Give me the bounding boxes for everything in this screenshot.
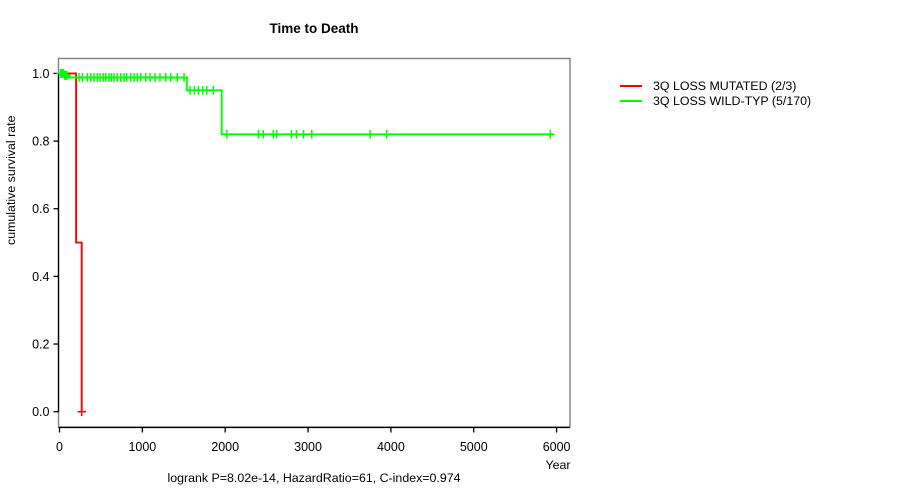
legend-label-wild-typ: 3Q LOSS WILD-TYP (5/170) [653, 93, 812, 108]
x-tick-label: 1000 [128, 440, 156, 454]
survival-curve-mutated [59, 72, 83, 412]
y-tick-label: 0.6 [32, 202, 49, 216]
y-tick-label: 1.0 [32, 67, 49, 81]
survival-curve-wild-typ [59, 72, 553, 136]
legend: 3Q LOSS MUTATED (2/3) 3Q LOSS WILD-TYP (… [620, 79, 811, 108]
y-tick-label: 0.0 [32, 405, 49, 419]
chart-title: Time to Death [269, 21, 359, 36]
x-tick-label: 0 [56, 440, 63, 454]
x-tick-label: 5000 [460, 440, 488, 454]
plot-border [57, 57, 571, 428]
x-tick-label: 6000 [543, 440, 571, 454]
legend-line-swatch-red [620, 85, 642, 88]
legend-line-swatch-green [620, 99, 642, 102]
legend-item-mutated: 3Q LOSS MUTATED (2/3) [620, 79, 811, 94]
y-tick-label: 0.4 [32, 270, 49, 284]
x-tick-label: 2000 [211, 440, 239, 454]
y-tick-label: 0.2 [32, 337, 49, 351]
x-axis-label: Year [545, 458, 571, 472]
x-tick-label: 4000 [377, 440, 405, 454]
x-tick-label: 3000 [294, 440, 322, 454]
legend-label-mutated: 3Q LOSS MUTATED (2/3) [653, 79, 797, 93]
legend-item-wild-typ: 3Q LOSS WILD-TYP (5/170) [620, 94, 811, 109]
stats-caption: logrank P=8.02e-14, HazardRatio=61, C-in… [167, 471, 461, 485]
y-tick-label: 0.8 [32, 134, 49, 148]
